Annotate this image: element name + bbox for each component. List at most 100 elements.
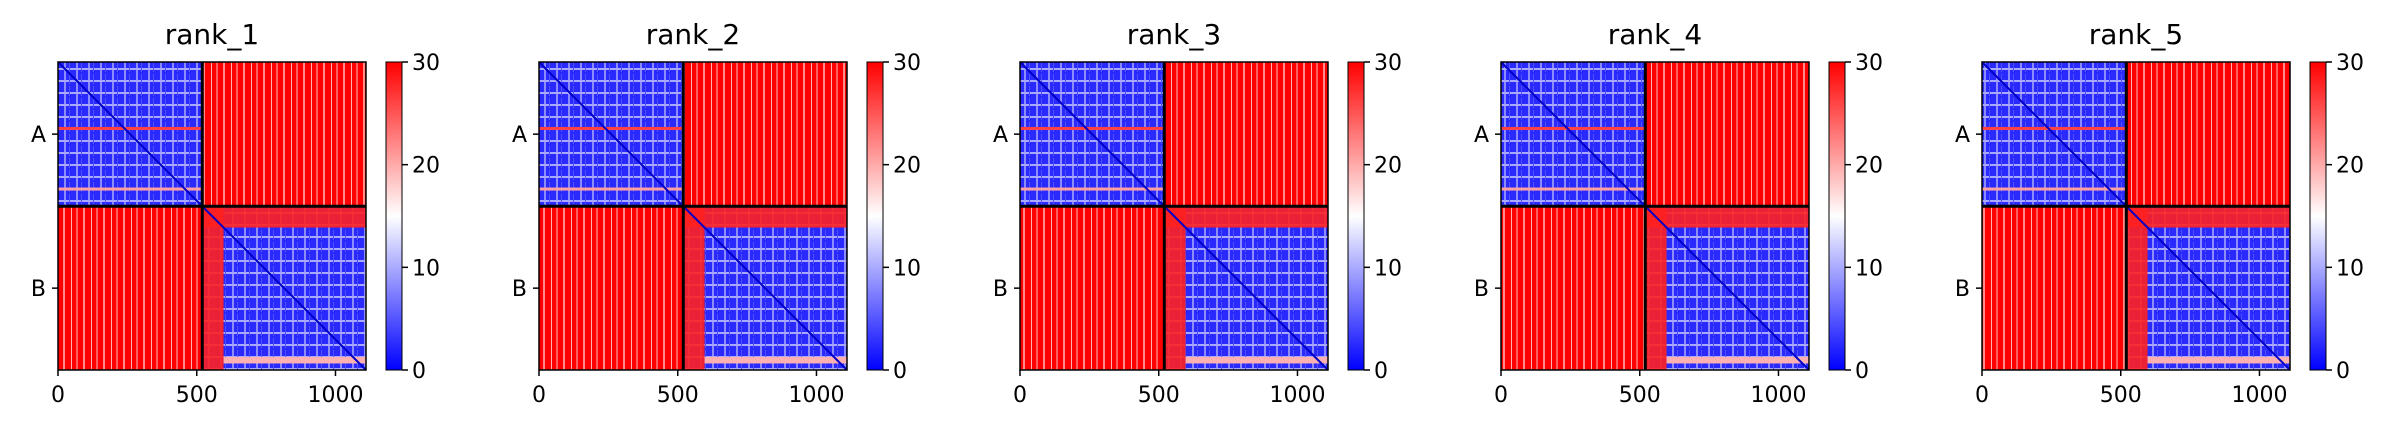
y-tick-label: A (1955, 123, 1970, 148)
x-tick-label: 0 (51, 383, 65, 408)
colorbar-tick-label: 0 (1855, 359, 1869, 384)
x-tick-label: 500 (657, 383, 699, 408)
block-B-Nterm-col (202, 206, 224, 370)
block-A-band-1 (539, 126, 684, 130)
colorbar-tick-label: 20 (2336, 154, 2364, 179)
y-tick-label: A (1474, 123, 1489, 148)
block-B-A (58, 206, 203, 370)
block-B-A (1020, 206, 1165, 370)
block-B-Nterm-row (202, 206, 366, 228)
diagonal (538, 61, 848, 371)
panel-2: rank_2 A B 0 500 1000 0 10 20 30 (512, 18, 921, 408)
y-tick-label: A (512, 123, 527, 148)
block-B-A (1982, 206, 2127, 370)
x-tick-label: 500 (1619, 383, 1661, 408)
block-A-band-1 (1501, 126, 1646, 130)
diagonal (1981, 61, 2291, 371)
panel-title: rank_2 (646, 18, 740, 51)
panel-5: rank_5 A B 0 500 1000 0 10 20 30 (1955, 18, 2364, 408)
colorbar-tick-label: 30 (2336, 51, 2364, 76)
panel-1: rank_1 A B 0 500 1000 0 10 20 30 (31, 18, 440, 408)
diagonal (57, 61, 367, 371)
colorbar (385, 61, 403, 371)
colorbar-tick-label: 10 (1855, 256, 1883, 281)
block-A-band-1 (1020, 126, 1165, 130)
block-A-B (202, 62, 366, 207)
block-B-Nterm-row (1645, 206, 1809, 228)
block-A-band-2 (1501, 187, 1646, 191)
panel-title: rank_3 (1127, 18, 1221, 51)
block-A-band-2 (1982, 187, 2127, 191)
block-B-band (1185, 356, 1328, 364)
block-B-Nterm-col (1645, 206, 1667, 370)
block-A-band-1 (58, 126, 203, 130)
x-tick-label: 500 (176, 383, 218, 408)
heatmap-frame (538, 61, 848, 371)
heatmap-frame (57, 61, 367, 371)
y-tick-label: B (1474, 277, 1489, 302)
x-tick-label: 1000 (307, 383, 363, 408)
block-A-B (1164, 62, 1328, 207)
y-tick-label: A (31, 123, 46, 148)
panel-3: rank_3 A B 0 500 1000 0 10 20 30 (993, 18, 1402, 408)
x-tick-label: 0 (532, 383, 546, 408)
diagonal (1019, 61, 1329, 371)
block-B-A (1501, 206, 1646, 370)
block-A-band-2 (539, 187, 684, 191)
block-B-A (539, 206, 684, 370)
heatmap-frame (1019, 61, 1329, 371)
x-tick-label: 1000 (1750, 383, 1806, 408)
y-tick-label: B (1955, 277, 1970, 302)
panel-title: rank_4 (1608, 18, 1702, 51)
x-tick-label: 0 (1494, 383, 1508, 408)
panel-4: rank_4 A B 0 500 1000 0 10 20 30 (1474, 18, 1883, 408)
colorbar (1828, 61, 1846, 371)
colorbar-tick-label: 0 (2336, 359, 2350, 384)
colorbar-tick-label: 30 (1374, 51, 1402, 76)
block-B-Nterm-row (2126, 206, 2290, 228)
block-A-band-1 (1982, 126, 2127, 130)
colorbar-tick-label: 30 (412, 51, 440, 76)
diagonal (1500, 61, 1810, 371)
colorbar (2309, 61, 2327, 371)
heatmap-frame (1500, 61, 1810, 371)
x-tick-label: 500 (2100, 383, 2142, 408)
block-A-B (2126, 62, 2290, 207)
y-tick-label: B (31, 277, 46, 302)
block-B-band (704, 356, 847, 364)
x-tick-label: 1000 (1269, 383, 1325, 408)
y-tick-label: B (993, 277, 1008, 302)
block-B-Nterm-col (1164, 206, 1186, 370)
colorbar-tick-label: 10 (2336, 256, 2364, 281)
x-tick-label: 1000 (788, 383, 844, 408)
colorbar-tick-label: 30 (1855, 51, 1883, 76)
colorbar-tick-label: 0 (1374, 359, 1388, 384)
block-B-Nterm-row (683, 206, 847, 228)
colorbar (866, 61, 884, 371)
panel-title: rank_5 (2089, 18, 2183, 51)
block-A-band-2 (58, 187, 203, 191)
colorbar (1347, 61, 1365, 371)
block-B-band (223, 356, 366, 364)
colorbar-tick-label: 10 (1374, 256, 1402, 281)
colorbar-tick-label: 0 (893, 359, 907, 384)
block-B-band (1666, 356, 1809, 364)
x-tick-label: 500 (1138, 383, 1180, 408)
colorbar-tick-label: 20 (1855, 154, 1883, 179)
x-tick-label: 0 (1013, 383, 1027, 408)
block-B-Nterm-col (683, 206, 705, 370)
x-tick-label: 1000 (2231, 383, 2287, 408)
y-tick-label: A (993, 123, 1008, 148)
panel-title: rank_1 (165, 18, 259, 51)
colorbar-tick-label: 20 (1374, 154, 1402, 179)
y-tick-label: B (512, 277, 527, 302)
block-A-B (1645, 62, 1809, 207)
x-tick-label: 0 (1975, 383, 1989, 408)
colorbar-tick-label: 20 (412, 154, 440, 179)
block-A-B (683, 62, 847, 207)
block-B-Nterm-row (1164, 206, 1328, 228)
block-A-band-2 (1020, 187, 1165, 191)
block-B-band (2147, 356, 2290, 364)
colorbar-tick-label: 30 (893, 51, 921, 76)
